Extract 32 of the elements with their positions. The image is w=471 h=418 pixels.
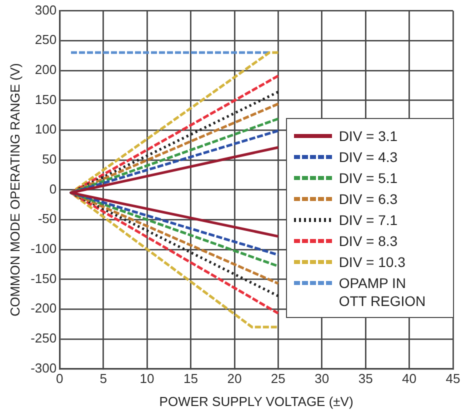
x-tick-label: 20	[227, 371, 242, 386]
x-axis-title: POWER SUPPLY VOLTAGE (±V)	[159, 394, 354, 409]
x-tick-label: 40	[402, 371, 417, 386]
legend-label: DIV = 3.1	[338, 127, 399, 146]
y-tick-label: 100	[34, 122, 57, 137]
legend-label: DIV = 8.3	[338, 232, 399, 250]
legend-label: DIV = 7.1	[338, 211, 399, 230]
y-tick-label: -50	[38, 211, 57, 226]
y-tick-label: 50	[42, 152, 57, 167]
y-tick-label: -100	[30, 241, 57, 256]
y-tick-label: 300	[34, 2, 57, 18]
x-tick-label: 30	[314, 371, 330, 386]
y-tick-label: -250	[30, 330, 57, 346]
legend-label: DIV = 10.3	[338, 253, 406, 272]
y-tick-label: -200	[30, 300, 57, 316]
y-tick-label: 150	[34, 92, 57, 107]
x-tick-label: 5	[100, 371, 107, 386]
y-tick-label: 250	[34, 32, 57, 48]
legend-label: DIV = 5.1	[338, 169, 399, 188]
x-tick-label: 15	[184, 371, 198, 386]
y-tick-label: -150	[30, 270, 57, 286]
legend-label: DIV = 4.3	[338, 148, 399, 166]
legend-label: DIV = 6.3	[338, 190, 399, 208]
x-tick-label: 10	[140, 371, 154, 386]
legend-label: OPAMP IN OTT REGION	[338, 274, 427, 310]
y-axis-title: COMMON MODE OPERATING RANGE (V)	[7, 63, 22, 316]
y-tick-label: 200	[34, 62, 57, 78]
y-tick-label: 0	[49, 181, 57, 196]
y-tick-label: -300	[30, 360, 57, 376]
x-tick-label: 25	[270, 371, 286, 386]
x-tick-label: 45	[446, 371, 460, 386]
x-tick-label: 35	[358, 371, 373, 386]
